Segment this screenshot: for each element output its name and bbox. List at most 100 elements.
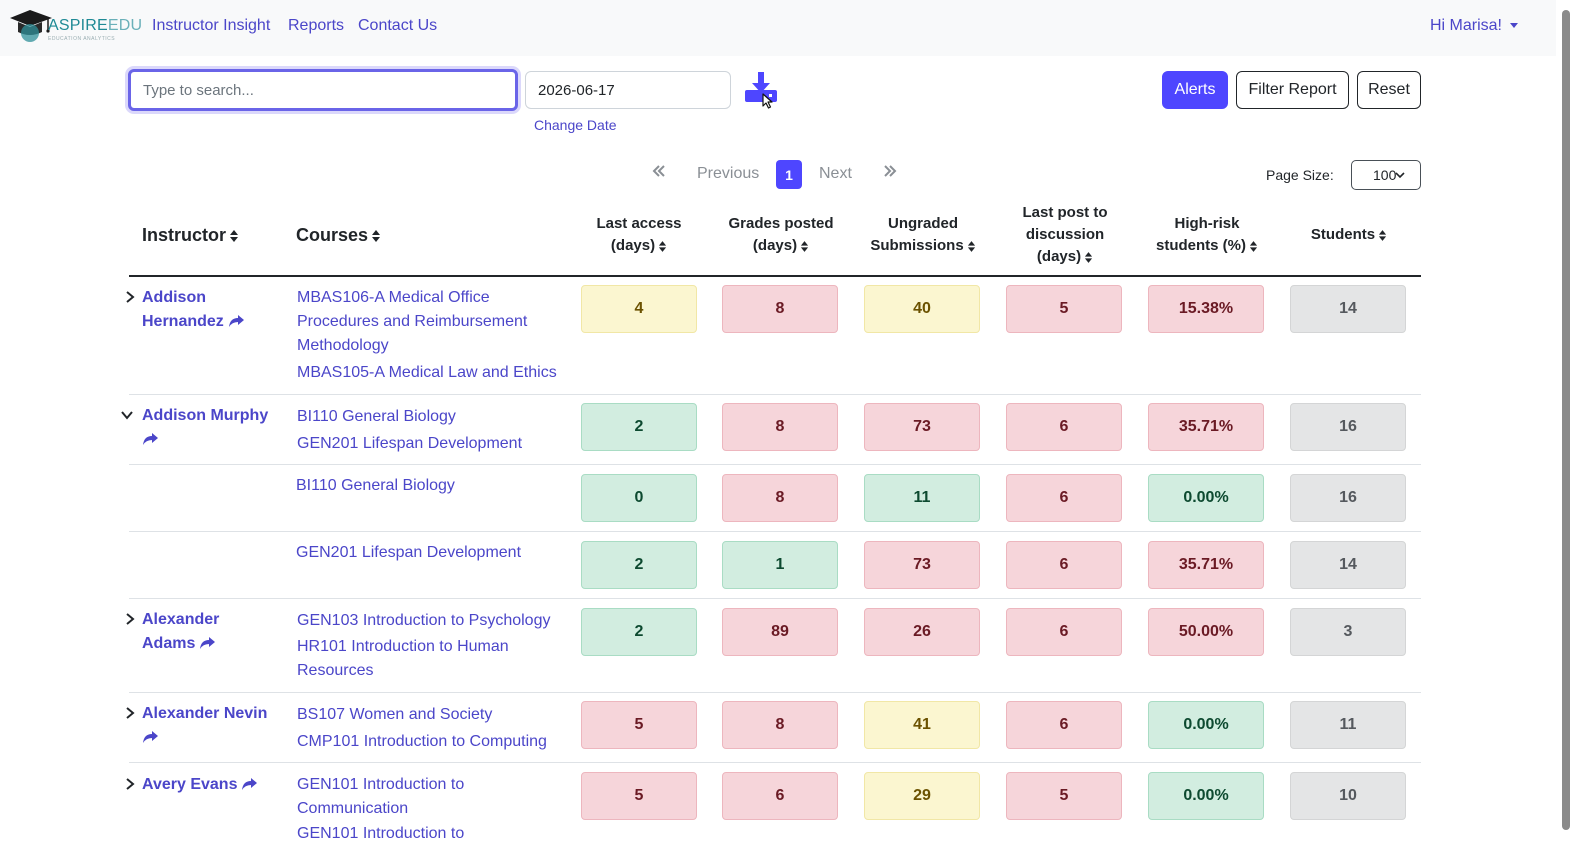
date-input[interactable] [525,71,731,109]
col-grades-posted[interactable]: Grades posted (days) [728,215,834,254]
reset-button[interactable]: Reset [1357,71,1421,109]
ungraded-cell: 29 [864,772,980,820]
course-link[interactable]: CMP101 Introduction to Computing [297,733,547,750]
students-cell: 10 [1290,772,1406,820]
high-risk-cell: 35.71% [1148,541,1264,589]
course-link[interactable]: GEN103 Introduction to Psychology [297,612,551,629]
grades-posted-cell: 8 [722,403,838,451]
share-icon[interactable] [142,730,159,744]
col-ungraded-submissions[interactable]: Ungraded Submissions [858,213,988,257]
alerts-button[interactable]: Alerts [1162,71,1228,109]
ungraded-cell: 73 [864,403,980,451]
course-link[interactable]: MBAS106-A Medical Office Procedures and R… [297,289,528,354]
high-risk-cell: 15.38% [1148,285,1264,333]
caret-down-icon [1510,23,1518,29]
col-last-access[interactable]: Last access (days) [596,215,682,254]
chevron-down-icon [1395,172,1405,179]
brand-tagline: EDUCATION ANALYTICS [48,36,116,42]
course-link[interactable]: GEN101 Introduction to Communication [297,776,465,817]
instructor-link[interactable]: Avery Evans [142,773,292,797]
course-link[interactable]: MBAS105-A Medical Law and Ethics [297,364,557,381]
high-risk-cell: 35.71% [1148,403,1264,451]
brand-name: ASPIREEDU [48,17,143,34]
share-icon[interactable] [199,636,216,650]
course-link[interactable]: GEN101 Introduction to [297,825,465,842]
filter-report-button[interactable]: Filter Report [1236,71,1349,109]
nav-instructor-insight[interactable]: Instructor Insight [152,17,271,34]
last-access-cell: 5 [581,772,697,820]
last-post-cell: 6 [1006,474,1122,522]
instructor-link[interactable]: Alexander Nevin [142,702,282,750]
row-divider [129,394,1421,395]
nav-contact-us[interactable]: Contact Us [358,17,438,34]
last-page-button[interactable] [883,164,897,183]
sort-icon [967,240,975,252]
page-size-label: Page Size: [1266,167,1334,183]
grades-posted-cell: 89 [722,608,838,656]
col-last-post[interactable]: Last post to discussion (days) [1022,204,1108,265]
chevron-down-icon[interactable] [121,409,133,421]
col-courses[interactable]: Courses [296,224,436,246]
row-divider [129,464,1421,465]
first-page-button[interactable] [652,164,666,183]
last-post-cell: 5 [1006,772,1122,820]
last-post-cell: 6 [1006,608,1122,656]
course-link[interactable]: BI110 General Biology [297,408,456,425]
share-icon[interactable] [142,432,159,446]
course-link[interactable]: GEN201 Lifespan Development [297,435,523,452]
row-divider [129,762,1421,763]
course-link[interactable]: GEN201 Lifespan Development [296,544,522,561]
ungraded-cell: 73 [864,541,980,589]
col-students[interactable]: Students [1290,224,1408,246]
scroll-thumb[interactable] [1562,10,1570,830]
col-instructor[interactable]: Instructor [142,224,282,246]
students-cell: 14 [1290,541,1406,589]
page-size-select[interactable]: 100 [1351,160,1421,190]
grades-posted-cell: 8 [722,701,838,749]
chevron-right-icon[interactable] [124,707,136,719]
sort-icon [372,230,381,243]
sort-icon [1249,240,1258,252]
students-cell: 11 [1290,701,1406,749]
col-high-risk[interactable]: High-risk students (%) [1140,213,1274,257]
instructor-link[interactable]: Addison Hernandez [142,286,282,334]
chevron-right-icon[interactable] [124,778,136,790]
last-post-cell: 6 [1006,541,1122,589]
row-divider [129,598,1421,599]
brand-logo[interactable]: ASPIREEDU EDUCATION ANALYTICS [8,8,142,44]
navbar: ASPIREEDU EDUCATION ANALYTICS Instructor… [0,0,1556,56]
course-link[interactable]: HR101 Introduction to Human Resources [297,638,509,679]
nav-reports[interactable]: Reports [288,17,345,34]
sort-icon [658,240,667,252]
sort-icon [230,230,239,243]
search-input[interactable] [128,69,518,111]
previous-page-button[interactable]: Previous [697,165,760,182]
grades-posted-cell: 8 [722,285,838,333]
table-header-divider [129,275,1421,277]
high-risk-cell: 0.00% [1148,474,1264,522]
instructor-link[interactable]: Alexander Adams [142,611,220,652]
instructor-link[interactable]: Addison Murphy [142,404,282,452]
change-date-link[interactable]: Change Date [534,117,617,133]
grades-posted-cell: 8 [722,474,838,522]
next-page-button[interactable]: Next [819,165,852,182]
user-menu[interactable]: Hi Marisa! [1430,17,1518,35]
chevron-right-icon[interactable] [124,613,136,625]
course-link[interactable]: BI110 General Biology [296,477,455,494]
course-link[interactable]: BS107 Women and Society [297,706,493,723]
grades-posted-cell: 1 [722,541,838,589]
students-cell: 16 [1290,474,1406,522]
last-access-cell: 5 [581,701,697,749]
grades-posted-cell: 6 [722,772,838,820]
share-icon[interactable] [241,777,258,791]
page-1-button[interactable]: 1 [776,160,802,189]
sort-icon [1378,229,1387,241]
last-access-cell: 2 [581,608,697,656]
students-cell: 16 [1290,403,1406,451]
page-scrollbar[interactable] [1556,0,1574,846]
chevron-right-icon[interactable] [124,291,136,303]
ungraded-cell: 26 [864,608,980,656]
download-button[interactable] [744,70,780,110]
ungraded-cell: 40 [864,285,980,333]
share-icon[interactable] [228,314,245,328]
